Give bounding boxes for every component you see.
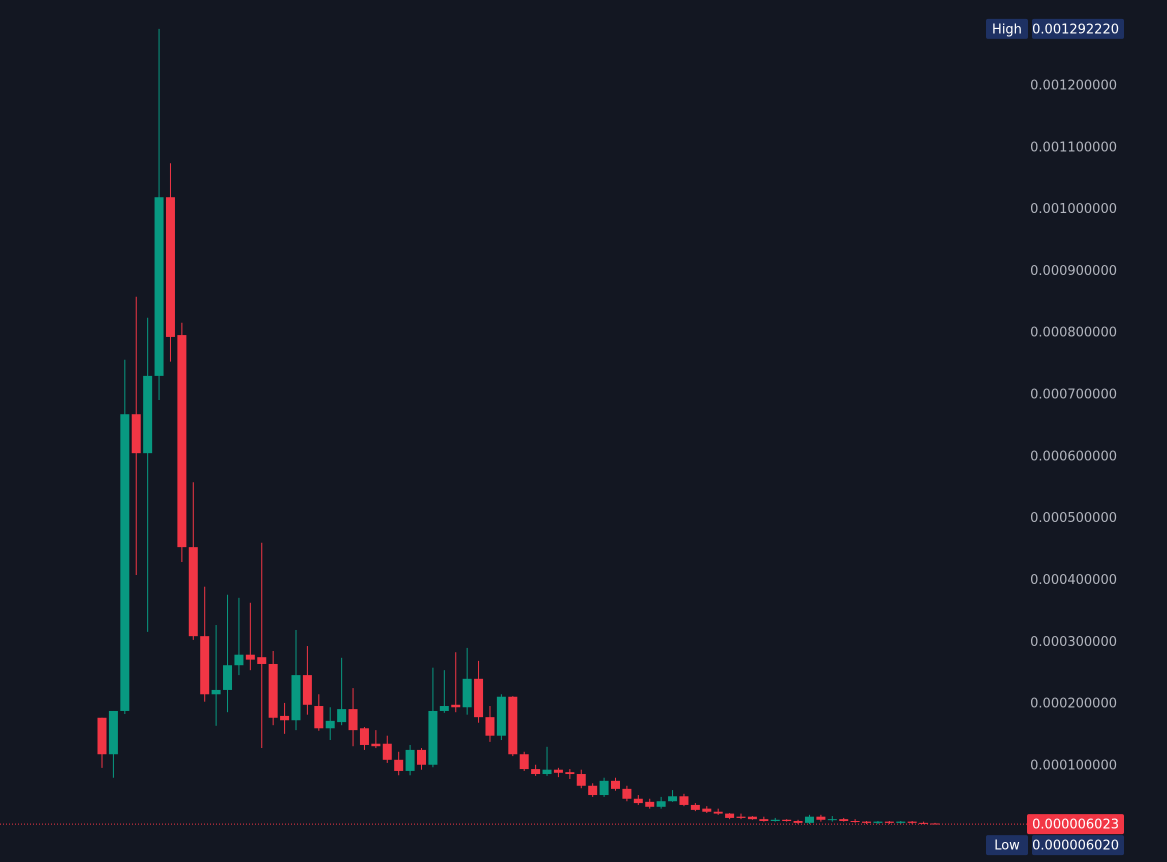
candle-body xyxy=(839,819,849,822)
candle-body xyxy=(280,715,290,721)
candle-body xyxy=(702,808,712,812)
candle-body xyxy=(896,821,906,823)
y-tick-label: 0.001100000 xyxy=(1030,140,1117,155)
candle-body xyxy=(919,822,929,824)
low-value-box xyxy=(1032,835,1124,856)
candle-body xyxy=(668,796,678,802)
candle-body xyxy=(645,801,655,807)
candle-body xyxy=(268,663,278,718)
candle-body xyxy=(428,710,438,765)
y-tick-label: 0.000300000 xyxy=(1030,635,1117,650)
candle-body xyxy=(223,665,233,690)
y-tick-label: 0.001200000 xyxy=(1030,78,1117,93)
low-value: 0.000006020 xyxy=(1032,839,1119,854)
y-tick-label: 0.000600000 xyxy=(1030,449,1117,464)
low-title: Low xyxy=(994,839,1020,854)
candle-body xyxy=(599,780,609,796)
last-price-box xyxy=(1027,814,1124,835)
candle-body xyxy=(359,728,369,745)
y-tick-label: 0.000500000 xyxy=(1030,511,1117,526)
candle-body xyxy=(245,654,255,660)
candle-body xyxy=(143,375,153,454)
candle-body xyxy=(382,743,392,760)
candle-body xyxy=(211,689,221,695)
candle-body xyxy=(417,749,427,765)
candle-body xyxy=(200,636,210,695)
candle-body xyxy=(348,709,358,731)
candle-body xyxy=(291,675,301,721)
candle-body xyxy=(770,819,780,822)
candle-body xyxy=(519,754,529,770)
candle-body xyxy=(542,769,552,775)
candle-body xyxy=(610,780,620,789)
candle-body xyxy=(747,816,757,820)
candle-body xyxy=(850,821,860,823)
candle-body xyxy=(782,819,792,822)
candle-body xyxy=(177,335,187,548)
candle-body xyxy=(462,678,472,708)
candle-body xyxy=(508,696,518,755)
candle-body xyxy=(108,710,118,755)
candle-body xyxy=(405,749,415,771)
candle-body xyxy=(394,759,404,771)
candle-body xyxy=(565,772,575,775)
y-tick-label: 0.000400000 xyxy=(1030,573,1117,588)
candle-body xyxy=(234,654,244,666)
candle-body xyxy=(690,804,700,810)
y-tick-label: 0.000800000 xyxy=(1030,326,1117,341)
candle-body xyxy=(496,696,506,736)
y-tick-label: 0.000200000 xyxy=(1030,697,1117,712)
candle-body xyxy=(759,819,769,822)
candle-body xyxy=(314,706,324,729)
candle-body xyxy=(907,821,917,823)
candle-body xyxy=(930,823,940,825)
candle-body xyxy=(485,717,495,736)
candle-body xyxy=(884,821,894,823)
candle-body xyxy=(302,675,312,705)
candle-body xyxy=(371,743,381,747)
candle-body xyxy=(793,821,803,823)
candle-body xyxy=(439,706,449,711)
candle-body xyxy=(862,821,872,823)
candle-body xyxy=(120,414,130,711)
candle-body xyxy=(325,720,335,729)
candle-body xyxy=(725,813,735,818)
candle-body xyxy=(131,414,141,454)
y-tick-label: 0.000900000 xyxy=(1030,264,1117,279)
high-value: 0.001292220 xyxy=(1032,22,1119,37)
candle-body xyxy=(622,788,632,799)
candle-body xyxy=(713,811,723,814)
candle-body xyxy=(588,785,598,796)
candle-body xyxy=(804,816,814,823)
candle-body xyxy=(257,657,267,664)
candle-body xyxy=(553,769,563,773)
candle-body xyxy=(531,769,541,775)
candle-body xyxy=(827,819,837,821)
high-value-box xyxy=(1032,18,1124,39)
candle-body xyxy=(451,704,461,708)
candle-body xyxy=(633,798,643,804)
low-title-box xyxy=(986,835,1028,856)
candle-body xyxy=(154,197,164,376)
candle-body xyxy=(873,821,883,823)
y-tick-label: 0.000100000 xyxy=(1030,758,1117,773)
y-tick-label: 0.000700000 xyxy=(1030,388,1117,403)
candle-body xyxy=(188,547,198,637)
candle-body xyxy=(576,774,586,786)
candle-body xyxy=(816,816,826,820)
candle-body xyxy=(97,717,107,755)
high-title: High xyxy=(992,22,1022,37)
candle-body xyxy=(656,801,666,807)
y-tick-label: 0.001000000 xyxy=(1030,202,1117,217)
candle-body xyxy=(679,796,689,805)
last-price-label: 0.000006023 xyxy=(1032,818,1119,833)
candle-body xyxy=(736,816,746,818)
candle-body xyxy=(165,197,175,337)
candle-body xyxy=(474,678,484,718)
high-title-box xyxy=(986,18,1028,39)
candle-body xyxy=(337,709,347,723)
